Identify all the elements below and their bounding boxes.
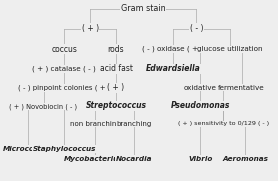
- Text: Micrococcus: Micrococcus: [3, 146, 53, 152]
- Text: Vibrio: Vibrio: [188, 156, 212, 162]
- Text: Nocardia: Nocardia: [116, 156, 152, 162]
- Text: Gram stain: Gram stain: [121, 4, 165, 13]
- Text: acid fast: acid fast: [100, 64, 133, 73]
- Text: coccus: coccus: [51, 45, 77, 54]
- Text: ( + ) Novobiocin ( - ): ( + ) Novobiocin ( - ): [9, 103, 78, 110]
- Text: branching: branching: [116, 121, 152, 127]
- Text: glucose utilization: glucose utilization: [197, 46, 263, 52]
- Text: oxidative: oxidative: [184, 85, 217, 91]
- Text: Staphylococcus: Staphylococcus: [33, 146, 96, 152]
- Text: ( - ) oxidase ( + ): ( - ) oxidase ( + ): [142, 46, 203, 52]
- Text: Streptococcus: Streptococcus: [86, 101, 147, 110]
- Text: ( + ): ( + ): [82, 24, 99, 33]
- Text: fermentative: fermentative: [218, 85, 265, 91]
- Text: rods: rods: [108, 45, 124, 54]
- Text: ( + ): ( + ): [108, 83, 125, 92]
- Text: Mycobacterium: Mycobacterium: [64, 156, 127, 162]
- Text: ( - ): ( - ): [190, 24, 203, 33]
- Text: Pseudomonas: Pseudomonas: [170, 101, 230, 110]
- Text: ( + ) sensitivity to 0/129 ( - ): ( + ) sensitivity to 0/129 ( - ): [178, 121, 269, 126]
- Text: Aeromonas: Aeromonas: [222, 156, 269, 162]
- Text: non branching: non branching: [70, 121, 121, 127]
- Text: Edwardsiella: Edwardsiella: [146, 64, 200, 73]
- Text: ( - ) pinpoint colonies ( + ): ( - ) pinpoint colonies ( + ): [18, 85, 111, 91]
- Text: ( + ) catalase ( - ): ( + ) catalase ( - ): [33, 66, 96, 72]
